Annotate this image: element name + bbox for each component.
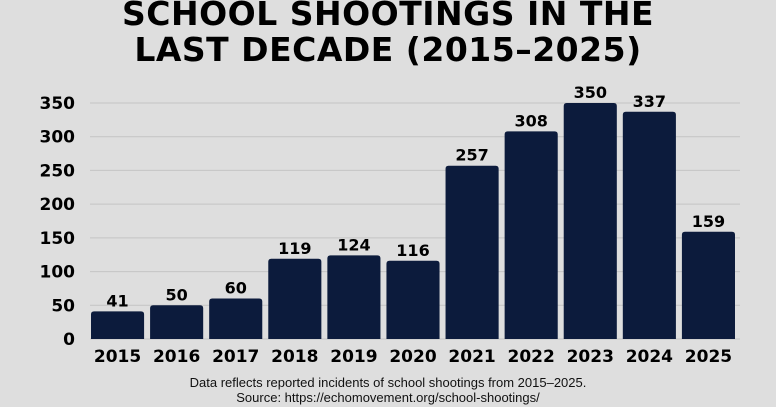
y-tick-label: 250 [40,161,76,181]
bar [209,298,263,339]
title-line-2: LAST DECADE (2015–2025) [134,30,642,69]
x-tick-label: 2022 [508,347,555,367]
data-label: 257 [455,146,488,165]
footnote: Data reflects reported incidents of scho… [189,375,587,390]
y-tick-label: 300 [40,128,76,148]
x-tick-label: 2020 [389,347,436,367]
chart-title: SCHOOL SHOOTINGS IN THE LAST DECADE (201… [0,0,776,68]
bar [622,111,676,339]
y-tick-label: 0 [63,330,75,350]
x-tick-label: 2017 [212,347,259,367]
x-tick-label: 2019 [330,347,377,367]
data-label: 119 [278,239,311,258]
bar [563,103,617,339]
bar [681,231,735,339]
data-label: 350 [574,83,607,102]
bar [386,260,440,339]
bar [150,305,204,339]
title-line-1: SCHOOL SHOOTINGS IN THE [121,0,655,33]
y-tick-label: 50 [51,296,75,316]
bar [445,165,499,339]
y-tick-label: 200 [40,195,76,215]
bar [268,258,322,339]
data-label: 308 [514,111,547,130]
bar [504,131,558,339]
x-tick-label: 2023 [567,347,614,367]
data-label: 159 [692,212,725,231]
y-tick-label: 150 [40,229,76,249]
y-tick-label: 350 [40,94,76,114]
x-tick-label: 2015 [94,347,141,367]
data-label: 50 [166,285,188,304]
data-label: 337 [633,92,666,111]
y-tick-label: 100 [40,263,76,283]
data-label: 116 [396,241,429,260]
bar [91,311,145,339]
data-label: 41 [106,291,128,310]
bar [327,255,381,339]
x-tick-label: 2018 [271,347,318,367]
x-tick-label: 2021 [448,347,495,367]
data-label: 124 [337,235,370,254]
x-tick-label: 2024 [626,347,673,367]
data-label: 60 [225,279,247,298]
x-tick-label: 2016 [153,347,200,367]
source-note: Source: https://echomovement.org/school-… [236,390,540,405]
x-tick-label: 2025 [685,347,732,367]
